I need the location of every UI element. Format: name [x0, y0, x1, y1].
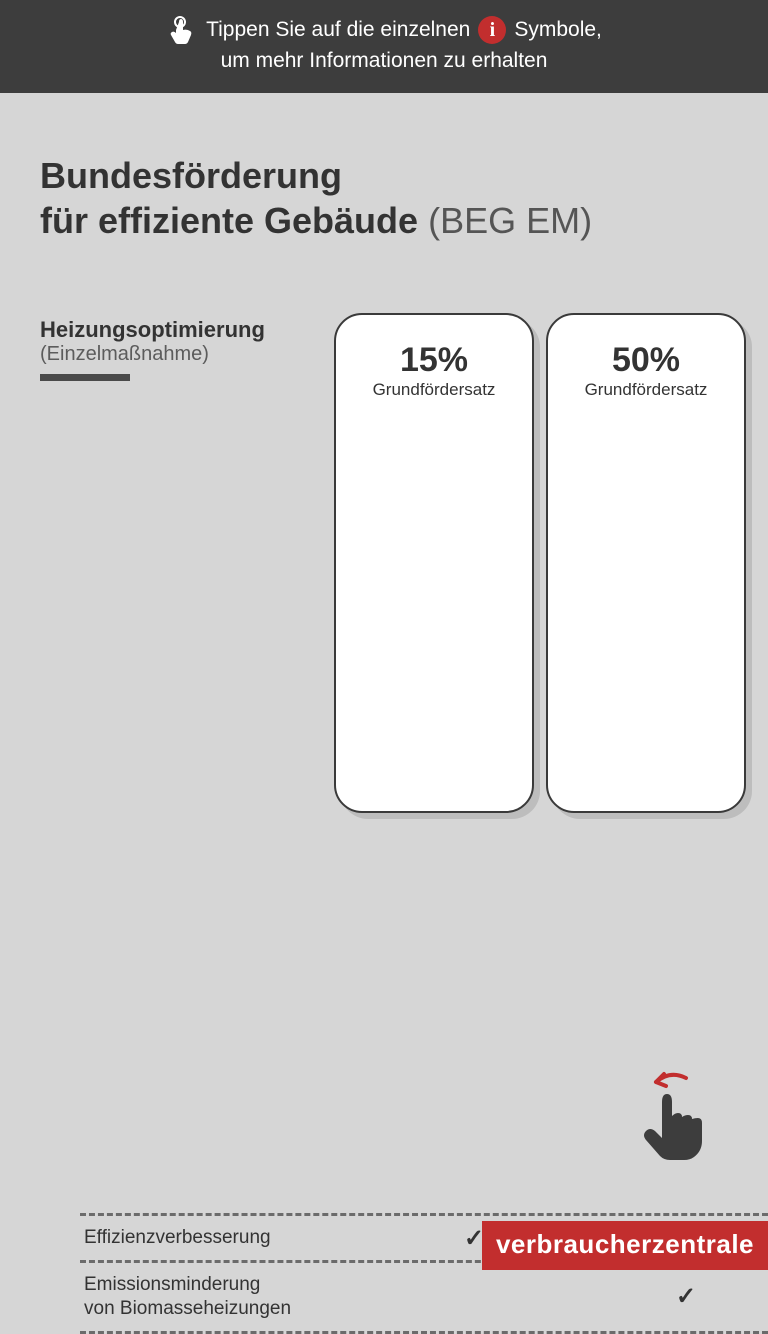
top-banner: Tippen Sie auf die einzelnen i Symbole, … — [0, 0, 768, 93]
title-line2-bold: für effiziente Gebäude — [40, 200, 418, 241]
side-underline — [40, 374, 130, 381]
title-line2-thin: (BEG EM) — [428, 200, 592, 241]
card-50[interactable]: 50% Grundfördersatz — [546, 313, 746, 813]
info-icon[interactable]: i — [478, 16, 506, 44]
title-line1: Bundesförderung — [40, 153, 728, 198]
check-icon: ✓ — [586, 1282, 768, 1311]
side-sub: (Einzelmaßnahme) — [40, 343, 322, 366]
brand-logo: verbraucherzentrale — [482, 1221, 768, 1270]
card-percent: 50% — [548, 341, 744, 380]
dash-line — [80, 1331, 768, 1334]
tap-hand-icon — [166, 14, 198, 46]
swipe-left-icon[interactable] — [628, 1070, 708, 1160]
banner-text-after: Symbole, — [514, 15, 602, 44]
table-row: Emissionsminderung von Biomasseheizungen… — [80, 1260, 768, 1331]
side-heading: Heizungsoptimierung — [40, 317, 322, 343]
page-title: Bundesförderung für effiziente Gebäude (… — [40, 153, 728, 243]
banner-text-before: Tippen Sie auf die einzelnen — [206, 15, 470, 44]
banner-line2: um mehr Informationen zu erhalten — [221, 46, 548, 75]
side-column: Heizungsoptimierung (Einzelmaßnahme) — [40, 313, 322, 381]
row-label-emission: Emissionsminderung von Biomasseheizungen — [80, 1263, 362, 1331]
main-content: Bundesförderung für effiziente Gebäude (… — [0, 93, 768, 1133]
card-label: Grundfördersatz — [336, 380, 532, 400]
comparison-grid: Heizungsoptimierung (Einzelmaßnahme) 15%… — [40, 313, 728, 813]
card-percent: 15% — [336, 341, 532, 380]
row-label-efficiency: Effizienzverbesserung — [80, 1216, 362, 1260]
card-15[interactable]: 15% Grundfördersatz — [334, 313, 534, 813]
card-label: Grundfördersatz — [548, 380, 744, 400]
